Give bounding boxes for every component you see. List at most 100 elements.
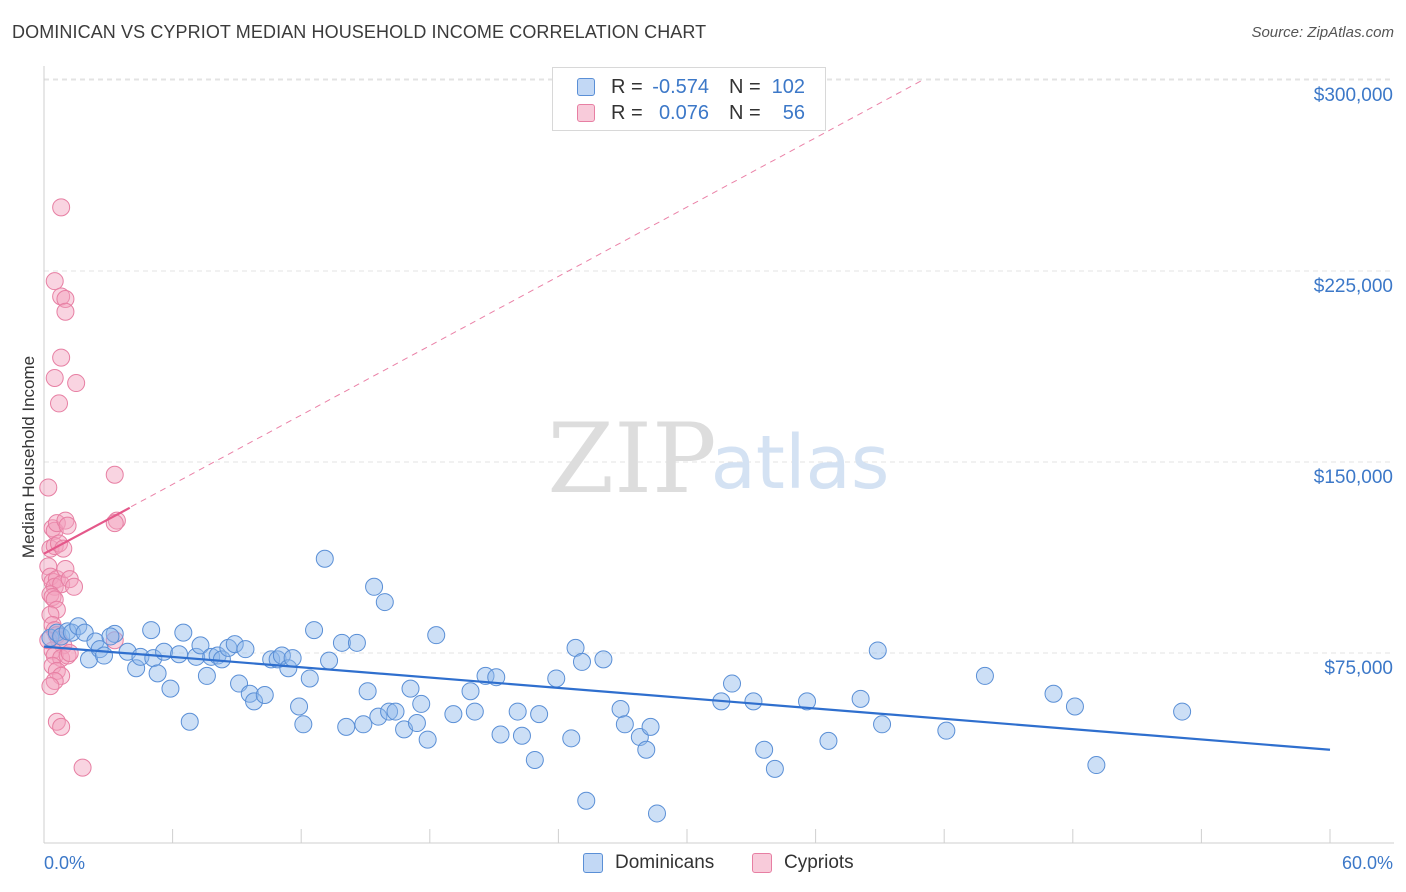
cypriot-point — [105, 514, 124, 533]
dominican-point — [131, 647, 150, 666]
cypriot-point — [52, 348, 71, 367]
dominican-point — [255, 686, 274, 705]
cypriot-point — [41, 677, 60, 696]
dominican-point — [744, 692, 763, 711]
cypriot-point — [58, 646, 77, 665]
dominican-point — [380, 702, 399, 721]
trend-lines — [43, 79, 1331, 751]
cypriot-point — [67, 374, 86, 393]
dominican-point — [386, 702, 405, 721]
dominican-point — [294, 715, 313, 734]
dominican-point — [525, 750, 544, 769]
dominican-point — [187, 647, 206, 666]
dominican-point — [101, 627, 120, 646]
dominican-point — [75, 623, 94, 642]
legend-n-value: 56 — [782, 101, 805, 124]
dominican-point — [225, 635, 244, 654]
cypriot-point — [45, 368, 64, 387]
cypriot-point — [60, 644, 79, 662]
y-tick-label: $75,000 — [1324, 658, 1393, 679]
series-swatch-dominicans — [583, 853, 603, 873]
dominican-point — [347, 633, 366, 652]
dominican-point — [937, 721, 956, 740]
cypriot-point — [105, 465, 124, 484]
dominican-point — [611, 700, 630, 719]
dominican-point — [1044, 684, 1063, 703]
dominican-point — [283, 649, 302, 668]
dominican-point — [798, 692, 817, 711]
cypriot-trend-extension — [43, 79, 924, 555]
dominican-point — [444, 705, 463, 724]
cypriot-point — [52, 198, 71, 217]
cypriot-point — [58, 516, 77, 535]
dominican-point — [755, 740, 774, 759]
dominican-point — [868, 641, 887, 660]
legend-r-value: 0.076 — [658, 101, 709, 124]
legend-n-label: N = — [729, 75, 761, 98]
dominican-point — [320, 651, 339, 670]
series-label-cypriots: Cypriots — [784, 852, 854, 873]
legend-r-label: R = — [611, 75, 643, 98]
dominican-point — [300, 669, 319, 688]
dominican-point — [1173, 702, 1192, 721]
dominican-point — [191, 636, 210, 655]
dominican-point — [332, 633, 351, 652]
x-tick-label: 0.0% — [44, 853, 85, 873]
cypriot-point — [39, 478, 58, 497]
dominican-point — [127, 659, 146, 678]
legend-n-label: N = — [729, 101, 761, 124]
dominican-point — [95, 646, 114, 665]
cypriot-point — [50, 394, 69, 413]
y-axis-label: Median Household Income — [19, 356, 38, 558]
dominican-point — [245, 692, 264, 711]
dominican-point — [170, 645, 189, 664]
dominican-point — [375, 593, 394, 612]
legend-row-dominicans: R = -0.574 N = 102 — [577, 74, 805, 100]
cypriot-point — [65, 577, 84, 596]
dominican-point — [1087, 756, 1106, 775]
series-legend-dominicans[interactable]: Dominicans — [583, 852, 714, 874]
series-swatch-cypriots — [752, 853, 772, 873]
dominican-point — [290, 697, 309, 716]
dominican-point — [615, 715, 634, 734]
dominican-point — [819, 731, 838, 750]
dominican-point — [337, 717, 356, 736]
dominican-point — [358, 682, 377, 701]
source-label: Source: ZipAtlas.com — [1251, 24, 1394, 41]
watermark-atlas: atlas — [711, 420, 890, 506]
legend-r-value: -0.574 — [652, 75, 709, 98]
series-legend: Dominicans Cypriots — [0, 852, 1406, 878]
dominican-point — [641, 717, 660, 736]
dominican-point — [765, 759, 784, 778]
x-tick-label: 60.0% — [1342, 853, 1393, 873]
watermark-zip: ZIP — [547, 403, 716, 515]
dominican-point — [427, 626, 446, 645]
dominican-point — [279, 659, 298, 678]
dominican-point — [577, 791, 596, 810]
cypriot-point — [56, 290, 75, 309]
dominican-point — [562, 729, 581, 748]
cypriot-point — [56, 302, 75, 321]
series-label-dominicans: Dominicans — [615, 852, 715, 873]
dominican-point — [197, 666, 216, 685]
dominican-point — [530, 705, 549, 724]
dominican-point — [572, 652, 591, 671]
dominican-point — [873, 715, 892, 734]
cypriot-point — [56, 559, 75, 578]
dominican-point — [407, 714, 426, 733]
dominican-trend-line — [43, 645, 1331, 751]
series-legend-cypriots[interactable]: Cypriots — [752, 852, 854, 874]
dominican-point — [723, 674, 742, 693]
chart-title: DOMINICAN VS CYPRIOT MEDIAN HOUSEHOLD IN… — [12, 22, 707, 42]
dominican-point — [508, 702, 527, 721]
dominican-point — [1065, 697, 1084, 716]
grid-lines — [44, 78, 1394, 654]
dominican-point — [851, 689, 870, 708]
cypriot-point — [73, 758, 92, 777]
y-tick-label: $300,000 — [1314, 85, 1393, 106]
dominican-point — [69, 617, 88, 636]
dominican-point — [161, 679, 180, 698]
dominican-point — [62, 623, 81, 642]
legend-row-cypriots: R = 0.076 N = 56 — [577, 100, 805, 126]
dominican-point — [547, 669, 566, 688]
